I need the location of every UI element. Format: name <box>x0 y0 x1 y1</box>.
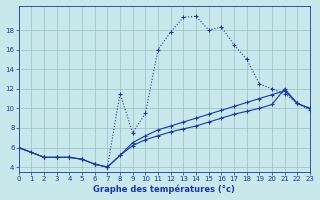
X-axis label: Graphe des températures (°c): Graphe des températures (°c) <box>93 185 235 194</box>
